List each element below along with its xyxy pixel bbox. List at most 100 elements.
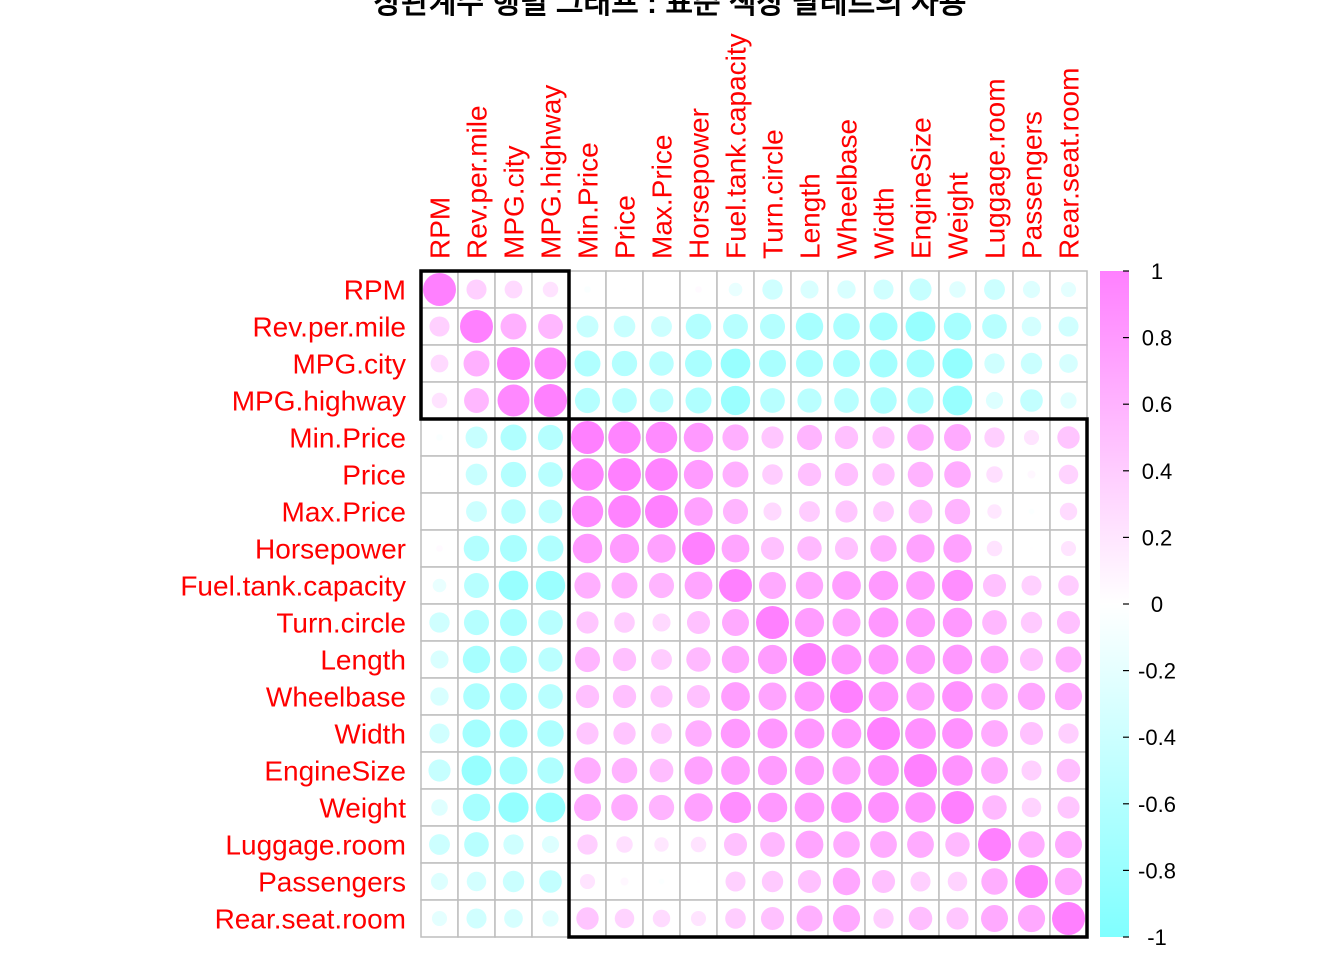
correlation-circle bbox=[868, 755, 899, 786]
column-label: Wheelbase bbox=[832, 119, 863, 259]
colorbar-tick-label: 0.6 bbox=[1142, 392, 1173, 417]
correlation-circle bbox=[832, 904, 861, 933]
correlation-circle bbox=[1052, 902, 1085, 935]
column-label: Passengers bbox=[1017, 111, 1048, 259]
correlation-circle bbox=[499, 719, 528, 748]
colorbar-tick-label: -0.8 bbox=[1138, 858, 1176, 883]
correlation-circle bbox=[431, 910, 448, 927]
correlation-circle bbox=[500, 313, 527, 340]
correlation-circle bbox=[574, 757, 601, 784]
correlation-circle bbox=[1059, 354, 1078, 373]
correlation-circle bbox=[577, 834, 598, 855]
correlation-circle bbox=[686, 647, 711, 672]
correlation-circle bbox=[984, 279, 1005, 300]
correlation-circle bbox=[794, 681, 825, 712]
correlation-circle bbox=[1055, 646, 1082, 673]
column-label: Turn.circle bbox=[758, 129, 789, 259]
correlation-circle bbox=[721, 534, 750, 563]
correlation-circle bbox=[868, 570, 899, 601]
correlation-circle bbox=[981, 720, 1008, 747]
correlation-circle bbox=[834, 388, 859, 413]
matrix-cell bbox=[901, 270, 940, 309]
correlation-circle bbox=[982, 573, 1007, 598]
correlation-circle bbox=[942, 681, 973, 712]
column-label: Luggage.room bbox=[980, 78, 1011, 259]
row-label: Turn.circle bbox=[276, 608, 406, 639]
correlation-circle bbox=[1028, 508, 1035, 515]
column-label: Rev.per.mile bbox=[462, 105, 493, 259]
column-label: Weight bbox=[943, 172, 974, 259]
correlation-circle bbox=[832, 867, 861, 896]
correlation-circle bbox=[831, 718, 862, 749]
correlation-circle bbox=[907, 461, 934, 488]
correlation-circle bbox=[981, 683, 1008, 710]
chart-title: 상관계수 행렬 그래프 : 표준 색상 팔레트의 사용 bbox=[374, 0, 967, 20]
correlation-circle bbox=[620, 877, 629, 886]
correlation-circle bbox=[873, 908, 894, 929]
correlation-circle bbox=[906, 571, 935, 600]
correlation-circle bbox=[498, 792, 529, 823]
row-label: Min.Price bbox=[289, 423, 406, 454]
correlation-circle bbox=[982, 795, 1007, 820]
correlation-circle bbox=[538, 462, 563, 487]
correlation-circle bbox=[1020, 389, 1043, 412]
correlation-circle bbox=[1059, 502, 1078, 521]
correlation-circle bbox=[984, 353, 1005, 374]
correlation-circle bbox=[873, 501, 894, 522]
correlation-circle bbox=[721, 756, 750, 785]
correlation-circle bbox=[499, 645, 528, 674]
correlation-circle bbox=[430, 872, 449, 891]
correlation-circle bbox=[872, 426, 895, 449]
correlation-circle bbox=[499, 682, 528, 711]
column-labels: RPM Rev.per.mile MPG.city MPG.highway Min.Pr… bbox=[425, 33, 1085, 259]
correlation-circle bbox=[725, 871, 746, 892]
correlation-circle bbox=[535, 792, 566, 823]
correlation-circle bbox=[800, 280, 819, 299]
correlation-circle bbox=[725, 908, 746, 929]
correlation-circle bbox=[796, 424, 823, 451]
correlation-circle bbox=[465, 463, 488, 486]
correlation-circle bbox=[832, 571, 861, 600]
correlation-circle bbox=[660, 288, 663, 291]
correlation-circle bbox=[574, 350, 601, 377]
correlation-circle bbox=[797, 869, 822, 894]
correlation-circle bbox=[429, 316, 450, 337]
correlation-circle bbox=[943, 534, 972, 563]
correlation-circle bbox=[1057, 426, 1080, 449]
cluster-rectangles bbox=[419, 269, 1089, 939]
colorbar-tick-label: -0.6 bbox=[1138, 792, 1176, 817]
correlation-circle bbox=[907, 387, 934, 414]
correlation-circle bbox=[611, 572, 638, 599]
colorbar-tick-label: -0.4 bbox=[1138, 725, 1176, 750]
correlation-circle bbox=[465, 426, 488, 449]
correlation-circle bbox=[500, 461, 527, 488]
correlation-circle bbox=[757, 755, 788, 786]
correlation-circle bbox=[982, 314, 1007, 339]
correlation-circle bbox=[942, 348, 973, 379]
correlation-circle bbox=[832, 756, 861, 785]
correlation-circle bbox=[980, 904, 1009, 933]
correlation-circle bbox=[833, 313, 860, 340]
correlation-circle bbox=[760, 388, 785, 413]
correlation-circle bbox=[834, 462, 859, 487]
correlation-circle bbox=[537, 720, 564, 747]
correlation-circle bbox=[466, 908, 487, 929]
correlation-circle bbox=[871, 869, 896, 894]
column-label: MPG.highway bbox=[536, 85, 567, 259]
correlation-circle bbox=[431, 799, 448, 816]
row-label: Luggage.room bbox=[225, 830, 406, 861]
correlation-circle bbox=[608, 458, 641, 491]
correlation-circle bbox=[647, 534, 676, 563]
correlation-circle bbox=[538, 314, 563, 339]
correlation-circle bbox=[645, 421, 678, 454]
correlation-circle bbox=[462, 645, 491, 674]
column-label: Width bbox=[869, 187, 900, 259]
correlation-circle bbox=[462, 719, 491, 748]
correlation-circle bbox=[981, 757, 1008, 784]
correlation-circle bbox=[834, 425, 859, 450]
correlation-circle bbox=[795, 349, 824, 378]
correlation-circle bbox=[429, 723, 450, 744]
correlation-circle bbox=[721, 608, 750, 637]
correlation-circle bbox=[461, 755, 492, 786]
